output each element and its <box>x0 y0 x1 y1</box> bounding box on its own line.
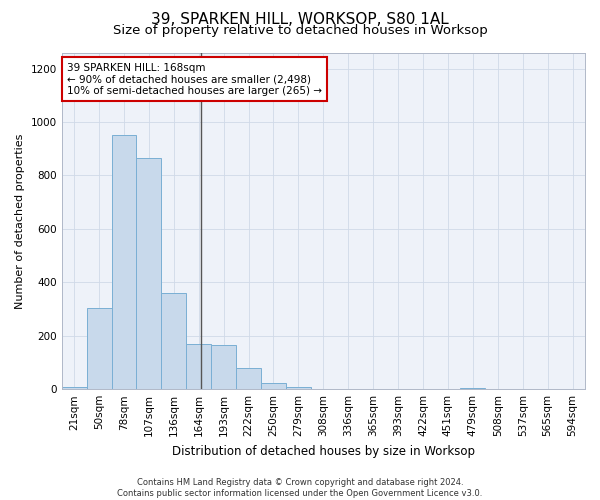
Text: 39 SPARKEN HILL: 168sqm
← 90% of detached houses are smaller (2,498)
10% of semi: 39 SPARKEN HILL: 168sqm ← 90% of detache… <box>67 62 322 96</box>
X-axis label: Distribution of detached houses by size in Worksop: Distribution of detached houses by size … <box>172 444 475 458</box>
Bar <box>86 308 112 389</box>
Text: 39, SPARKEN HILL, WORKSOP, S80 1AL: 39, SPARKEN HILL, WORKSOP, S80 1AL <box>151 12 449 28</box>
Bar <box>236 368 261 389</box>
Text: Contains HM Land Registry data © Crown copyright and database right 2024.
Contai: Contains HM Land Registry data © Crown c… <box>118 478 482 498</box>
Y-axis label: Number of detached properties: Number of detached properties <box>15 133 25 308</box>
Bar <box>211 345 236 389</box>
Bar <box>136 158 161 389</box>
Text: Size of property relative to detached houses in Worksop: Size of property relative to detached ho… <box>113 24 487 37</box>
Bar <box>286 386 311 389</box>
Bar <box>161 293 186 389</box>
Bar <box>112 136 136 389</box>
Bar <box>261 382 286 389</box>
Bar <box>460 388 485 389</box>
Bar <box>62 386 86 389</box>
Bar <box>186 344 211 389</box>
